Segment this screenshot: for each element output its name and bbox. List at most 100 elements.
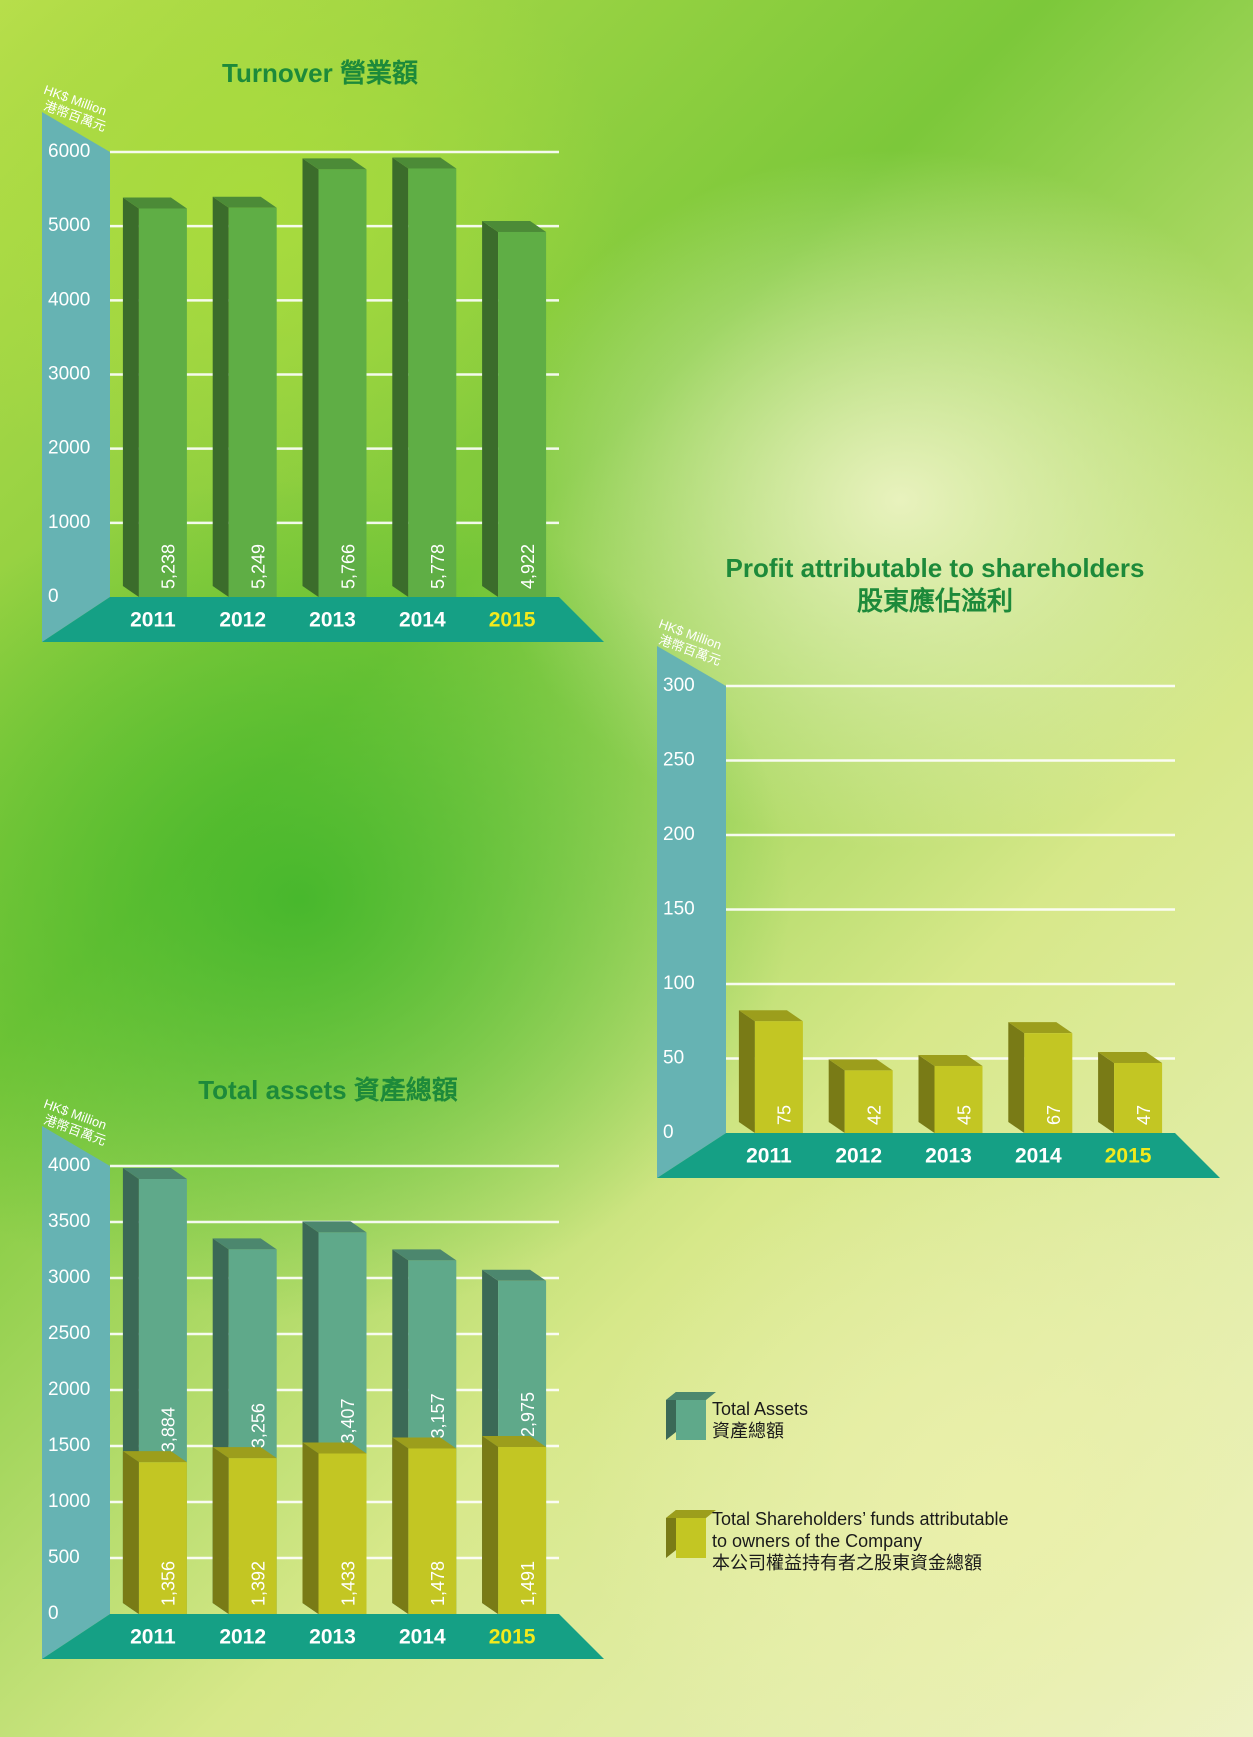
- bar-shareholders-funds-top: [392, 1437, 457, 1449]
- x-tick-label: 2012: [219, 1626, 266, 1649]
- value-label: 3,256: [248, 1403, 268, 1448]
- value-label: 1,356: [159, 1561, 179, 1606]
- legend-swatch: [676, 1400, 706, 1440]
- bar-shareholders-funds-top: [212, 1447, 277, 1459]
- y-tick-label: 250: [663, 750, 695, 771]
- value-label: 47: [1134, 1105, 1154, 1125]
- axis-wall: [657, 646, 726, 1178]
- bar-total-assets-top: [482, 1269, 547, 1281]
- x-tick-label: 2014: [399, 1626, 446, 1649]
- y-tick-label: 500: [48, 1547, 80, 1568]
- floor: [42, 1614, 604, 1659]
- chart-title: Total assets 資產總額: [198, 1075, 458, 1105]
- bar-side: [828, 1059, 845, 1133]
- x-tick-label: 2012: [835, 1145, 882, 1168]
- bar-top: [1098, 1051, 1163, 1063]
- legend-label: Total Shareholders’ funds attributable t…: [712, 1509, 1009, 1573]
- y-tick-label: 2000: [48, 438, 90, 459]
- bar-top: [212, 196, 277, 208]
- x-tick-label: 2013: [309, 1626, 356, 1649]
- x-tick-label: 2013: [309, 609, 356, 632]
- value-label: 2,975: [518, 1392, 538, 1437]
- value-label: 5,778: [428, 544, 448, 589]
- x-tick-label: 2014: [1015, 1145, 1062, 1168]
- x-tick-label: 2015: [489, 609, 536, 632]
- bar: [498, 231, 547, 597]
- value-label: 3,884: [159, 1407, 179, 1452]
- bar: [408, 168, 457, 597]
- bar: [138, 208, 187, 597]
- bar-side: [738, 1010, 755, 1133]
- bar-top: [122, 197, 187, 209]
- value-label: 75: [775, 1105, 795, 1125]
- x-tick-label: 2015: [1105, 1145, 1152, 1168]
- bar: [844, 1070, 893, 1133]
- bar-side: [392, 157, 409, 597]
- value-label: 3,407: [338, 1398, 358, 1443]
- value-label: 67: [1044, 1105, 1064, 1125]
- y-tick-label: 3000: [48, 1267, 90, 1288]
- x-tick-label: 2011: [130, 609, 176, 632]
- legend-swatch-side: [666, 1392, 676, 1440]
- bar-side: [918, 1054, 935, 1133]
- bar-shareholders-funds-top: [302, 1442, 367, 1454]
- x-tick-label: 2012: [219, 609, 266, 632]
- value-label: 1,433: [338, 1561, 358, 1606]
- legend-swatch-top: [666, 1392, 716, 1400]
- floor: [42, 597, 604, 642]
- bar-top: [302, 158, 367, 170]
- y-tick-label: 3500: [48, 1211, 90, 1232]
- value-label: 1,478: [428, 1561, 448, 1606]
- y-tick-label: 1500: [48, 1435, 90, 1456]
- value-label: 4,922: [518, 544, 538, 589]
- y-tick-label: 150: [663, 899, 695, 920]
- chart-subtitle: 股東應佔溢利: [857, 586, 1013, 616]
- x-tick-label: 2013: [925, 1145, 972, 1168]
- axis-wall: [42, 1126, 110, 1659]
- x-tick-label: 2011: [130, 1626, 176, 1649]
- legend-swatch: [676, 1518, 706, 1558]
- legend-swatch-side: [666, 1510, 676, 1558]
- x-tick-label: 2014: [399, 609, 446, 632]
- y-tick-label: 0: [48, 586, 59, 607]
- y-tick-label: 200: [663, 824, 695, 845]
- y-tick-label: 5000: [48, 215, 90, 236]
- bar-top: [392, 157, 457, 169]
- bar-shareholders-funds: [318, 1453, 367, 1614]
- bar-shareholders-funds-top: [122, 1451, 187, 1463]
- y-tick-label: 50: [663, 1048, 684, 1069]
- y-tick-label: 2500: [48, 1323, 90, 1344]
- bar-side: [122, 197, 139, 597]
- bar-top: [482, 220, 547, 232]
- y-tick-label: 4000: [48, 1155, 90, 1176]
- bar-top: [738, 1010, 803, 1022]
- y-tick-label: 6000: [48, 141, 90, 162]
- legend-swatch-top: [666, 1510, 716, 1518]
- y-tick-label: 4000: [48, 289, 90, 310]
- value-label: 5,249: [248, 544, 268, 589]
- value-label: 45: [954, 1105, 974, 1125]
- chart-title: Turnover 營業額: [222, 58, 418, 88]
- bar-side: [1008, 1022, 1025, 1133]
- x-tick-label: 2015: [489, 1626, 536, 1649]
- legend-label: Total Assets 資產總額: [712, 1399, 809, 1441]
- value-label: 5,238: [159, 544, 179, 589]
- bar: [318, 169, 367, 598]
- value-label: 3,157: [428, 1393, 448, 1438]
- y-tick-label: 0: [48, 1603, 59, 1624]
- bar-side: [482, 220, 499, 597]
- bar: [934, 1065, 983, 1133]
- bar-shareholders-funds: [138, 1462, 187, 1614]
- bar-shareholders-funds: [228, 1458, 277, 1614]
- value-label: 1,491: [518, 1561, 538, 1606]
- bar-top: [828, 1059, 893, 1071]
- x-tick-label: 2011: [746, 1145, 792, 1168]
- bar: [1024, 1033, 1073, 1133]
- bar-top: [1008, 1022, 1073, 1034]
- bar-total-assets-top: [392, 1249, 457, 1261]
- bar-shareholders-funds: [408, 1448, 457, 1614]
- bar-side: [302, 158, 319, 598]
- bar-shareholders-funds-side: [212, 1447, 229, 1614]
